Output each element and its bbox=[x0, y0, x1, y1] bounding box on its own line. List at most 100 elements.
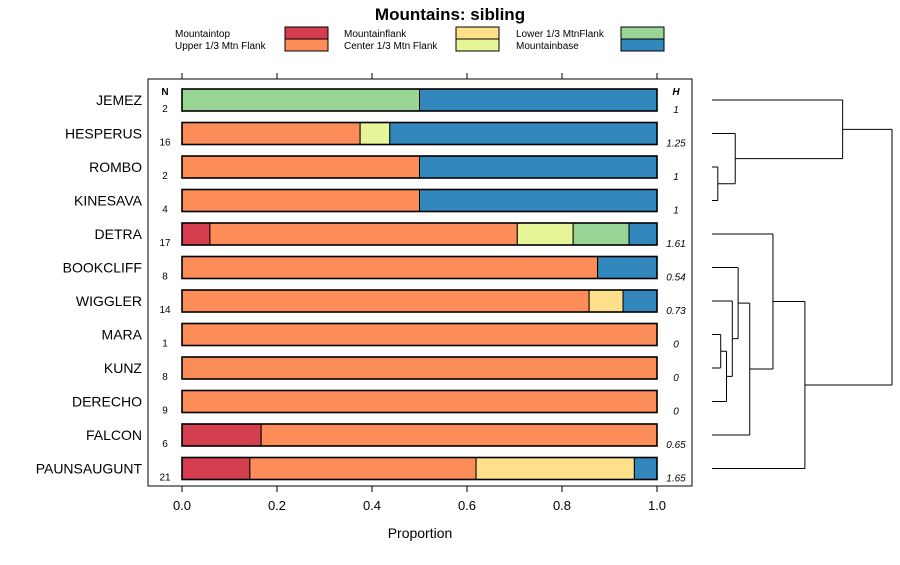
row-h-value: 1 bbox=[673, 206, 679, 217]
row-label: MARA bbox=[102, 327, 143, 343]
bar-outline bbox=[181, 222, 658, 246]
bar-outline bbox=[181, 121, 658, 146]
x-tick-label: 0.2 bbox=[268, 498, 286, 513]
row-n-value: 4 bbox=[162, 205, 168, 216]
bar-segment bbox=[419, 189, 658, 212]
bar-segment bbox=[572, 222, 630, 246]
bar-segment bbox=[181, 155, 420, 179]
legend-label: Mountaintop bbox=[175, 29, 230, 40]
row-n-value: 16 bbox=[159, 138, 171, 149]
x-tick-label: 1.0 bbox=[648, 498, 666, 513]
row-n-value: 2 bbox=[162, 104, 168, 115]
legend-label: Mountainflank bbox=[344, 29, 407, 40]
row-h-value: 0 bbox=[673, 407, 679, 418]
row-label: DETRA bbox=[95, 226, 143, 242]
row-n-value: 14 bbox=[159, 305, 171, 316]
legend-swatch bbox=[284, 26, 329, 40]
bar-segment bbox=[181, 289, 590, 313]
x-axis-label: Proportion bbox=[388, 525, 453, 541]
plot-frame bbox=[147, 78, 693, 487]
bar-segment bbox=[597, 256, 658, 279]
bar-outline bbox=[181, 389, 658, 414]
row-label: KUNZ bbox=[104, 360, 143, 376]
row-n-value: 1 bbox=[162, 339, 168, 350]
bar-segment bbox=[249, 457, 477, 480]
n-column-header: N bbox=[161, 87, 168, 98]
h-column-header: H bbox=[672, 87, 680, 98]
row-label: HESPERUS bbox=[65, 126, 142, 142]
bar-segment bbox=[419, 88, 658, 112]
row-h-value: 0 bbox=[673, 340, 679, 351]
bar-segment bbox=[181, 88, 420, 112]
bar-segment bbox=[260, 423, 658, 447]
bar-segment bbox=[181, 356, 658, 380]
bar-outline bbox=[181, 456, 658, 481]
row-n-value: 6 bbox=[162, 439, 168, 450]
row-h-value: 0.73 bbox=[666, 306, 686, 317]
x-axis: 0.0 0.2 0.4 0.6 0.8 1.0 bbox=[173, 73, 666, 513]
bar-segment bbox=[516, 222, 574, 246]
legend-label: Mountainbase bbox=[516, 41, 579, 52]
legend-label: Upper 1/3 Mtn Flank bbox=[175, 41, 267, 52]
bar-segment bbox=[181, 457, 251, 480]
bar-outline bbox=[181, 322, 658, 347]
chart-title: Mountains: sibling bbox=[375, 5, 525, 24]
bar-segment bbox=[389, 122, 658, 145]
bar-outline bbox=[181, 88, 658, 112]
row-label: DERECHO bbox=[72, 394, 142, 410]
bar-segment bbox=[359, 122, 391, 145]
row-label: KINESAVA bbox=[74, 193, 143, 209]
bar-outline bbox=[181, 356, 658, 380]
bar-segment bbox=[181, 189, 420, 212]
bar-outline bbox=[181, 255, 658, 280]
legend-swatch bbox=[455, 38, 500, 52]
bar-segment bbox=[181, 390, 658, 413]
bar-segment bbox=[181, 323, 658, 346]
legend-swatch bbox=[455, 26, 500, 40]
bar-segment bbox=[588, 289, 624, 313]
row-label: BOOKCLIFF bbox=[63, 260, 142, 276]
row-n-value: 8 bbox=[162, 272, 168, 283]
row-label: ROMBO bbox=[89, 159, 142, 175]
legend-label: Center 1/3 Mtn Flank bbox=[344, 41, 438, 52]
row-n-value: 17 bbox=[159, 238, 171, 249]
bar-segment bbox=[181, 423, 262, 447]
row-n-value: 21 bbox=[159, 473, 171, 484]
row-h-value: 0.54 bbox=[666, 273, 686, 284]
x-tick-label: 0.8 bbox=[553, 498, 571, 513]
bar-segment bbox=[628, 222, 658, 246]
bar-segment bbox=[181, 222, 211, 246]
bar-segment bbox=[181, 256, 599, 279]
bar-outline bbox=[181, 188, 658, 213]
bar-segment bbox=[419, 155, 658, 179]
row-label: PAUNSAUGUNT bbox=[36, 461, 143, 477]
row-h-value: 1.25 bbox=[666, 139, 686, 150]
bar-outline bbox=[181, 289, 658, 313]
bar-segment bbox=[475, 457, 635, 480]
row-label: FALCON bbox=[86, 427, 142, 443]
x-tick-label: 0.6 bbox=[458, 498, 476, 513]
bar-segment bbox=[633, 457, 658, 480]
bar-segment bbox=[622, 289, 658, 313]
bar-outline bbox=[181, 155, 658, 179]
row-h-value: 1.61 bbox=[666, 239, 685, 250]
row-n-value: 2 bbox=[162, 171, 168, 182]
row-h-value: 1 bbox=[673, 172, 679, 183]
row-label: WIGGLER bbox=[76, 293, 142, 309]
dendrogram bbox=[712, 99, 893, 469]
x-tick-label: 0.4 bbox=[363, 498, 381, 513]
legend-swatch bbox=[284, 38, 329, 52]
bar-segment bbox=[209, 222, 518, 246]
legend-label: Lower 1/3 MtnFlank bbox=[516, 29, 605, 40]
row-h-value: 1 bbox=[673, 105, 679, 116]
row-n-value: 8 bbox=[162, 372, 168, 383]
row-h-value: 0.65 bbox=[666, 440, 686, 451]
row-h-value: 0 bbox=[673, 373, 679, 384]
x-tick-label: 0.0 bbox=[173, 498, 191, 513]
row-h-value: 1.65 bbox=[666, 474, 686, 485]
bar-segment bbox=[181, 122, 361, 145]
bar-outline bbox=[181, 423, 658, 447]
